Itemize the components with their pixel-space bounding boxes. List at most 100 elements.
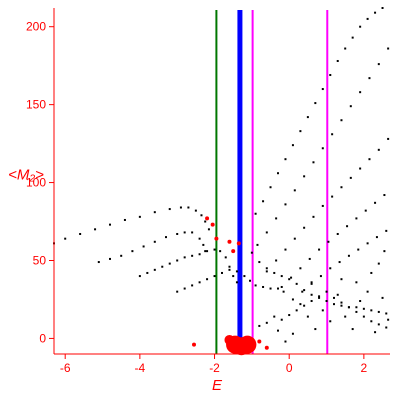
- data-point-s2-10: [213, 248, 216, 251]
- data-point-s8-13: [351, 36, 354, 39]
- data-point-s3-5: [213, 275, 216, 278]
- highlight-point-3: [224, 334, 235, 345]
- data-point-s5-5: [312, 215, 315, 218]
- x-tick-label-1: -4: [135, 361, 146, 375]
- data-point-s1-7: [176, 232, 179, 235]
- data-point-s5-11: [368, 158, 371, 161]
- data-point-s9-10: [325, 300, 328, 303]
- data-point-s5-1: [275, 259, 278, 262]
- data-point-s4-1: [265, 231, 268, 234]
- data-point-s9-1: [258, 261, 261, 264]
- data-point-s9-16: [370, 309, 373, 312]
- y-tick-label-3: 150: [26, 98, 46, 112]
- data-point-s9-7: [303, 289, 306, 292]
- data-point-s4-5: [303, 175, 306, 178]
- data-point-s11-24: [383, 250, 386, 253]
- data-point-s1-2: [120, 254, 123, 257]
- data-point-s11-21: [340, 278, 343, 281]
- highlight-point-9: [231, 249, 236, 254]
- data-point-s11-20: [370, 271, 373, 274]
- data-point-s10-7: [333, 296, 335, 299]
- data-point-s11-6: [299, 303, 302, 306]
- data-point-s5-7: [331, 195, 334, 198]
- data-point-s7-5: [338, 261, 341, 264]
- data-point-s4-14: [387, 47, 390, 50]
- data-point-s4-13: [377, 63, 380, 66]
- data-point-s11-19: [355, 281, 358, 284]
- data-point-s9-18: [385, 312, 388, 315]
- y-tick-label-4: 200: [26, 20, 46, 34]
- data-point-s7-6: [347, 254, 350, 257]
- data-point-s2-4: [168, 262, 171, 265]
- data-point-s0-10: [187, 206, 190, 209]
- data-point-s11-11: [336, 293, 339, 296]
- data-point-s2-9: [206, 250, 209, 253]
- data-point-s3-14: [277, 287, 279, 290]
- data-point-s1-12: [204, 250, 207, 253]
- data-point-s2-3: [161, 265, 164, 268]
- data-point-s9-2: [265, 267, 268, 270]
- data-point-s2-1: [146, 271, 149, 274]
- highlight-point-6: [210, 222, 215, 227]
- data-point-s2-2: [153, 268, 156, 271]
- data-point-s3-8: [235, 270, 238, 273]
- data-point-s10-10: [355, 310, 358, 313]
- data-point-s6-2: [299, 267, 302, 270]
- data-point-s11-10: [329, 320, 332, 323]
- data-point-s1-10: [198, 237, 201, 240]
- data-point-s0-12: [200, 214, 203, 217]
- data-point-s2-11: [219, 250, 222, 253]
- data-point-s3-10: [249, 279, 251, 282]
- data-point-s7-9: [375, 236, 378, 239]
- data-point-s2-8: [198, 253, 201, 256]
- data-point-s5-12: [377, 148, 380, 151]
- data-point-s3-11: [254, 284, 257, 287]
- data-point-s8-9: [321, 88, 324, 91]
- data-point-s2-13: [228, 265, 231, 268]
- data-point-s2-5: [176, 259, 179, 262]
- data-point-s0-4: [109, 223, 111, 226]
- x-tick-label-0: -6: [60, 361, 71, 375]
- data-point-s11-0: [258, 324, 261, 327]
- data-point-s9-6: [295, 282, 298, 285]
- data-point-s11-13: [351, 328, 354, 331]
- data-point-s5-2: [284, 248, 287, 251]
- data-point-s11-8: [314, 328, 317, 331]
- data-point-s0-6: [138, 215, 141, 218]
- data-point-s3-6: [221, 271, 223, 274]
- data-point-s8-6: [299, 130, 302, 133]
- data-point-s6-1: [290, 276, 293, 279]
- data-point-s9-3: [273, 271, 276, 274]
- data-point-s6-3: [308, 257, 311, 260]
- data-point-s11-7: [306, 315, 309, 318]
- highlight-point-12: [257, 339, 262, 344]
- data-point-s8-3: [277, 172, 279, 175]
- x-tick-label-2: -2: [209, 361, 220, 375]
- data-point-s1-9: [191, 231, 194, 234]
- data-point-s4-6: [312, 161, 315, 164]
- data-point-s11-23: [377, 262, 380, 265]
- data-point-s8-0: [254, 212, 257, 215]
- data-point-s0-8: [168, 208, 171, 211]
- data-point-s0-1: [64, 237, 67, 240]
- data-point-s11-14: [359, 300, 362, 303]
- highlight-point-8: [227, 239, 232, 244]
- data-point-s8-7: [306, 116, 309, 119]
- data-point-s3-3: [198, 281, 201, 284]
- data-point-s8-2: [269, 186, 272, 189]
- data-point-s9-14: [355, 306, 358, 309]
- data-point-s6-7: [346, 225, 349, 228]
- data-point-s1-5: [153, 240, 156, 243]
- data-point-s10-3: [303, 304, 306, 307]
- highlight-point-7: [214, 236, 219, 241]
- data-point-s4-7: [321, 147, 324, 150]
- data-point-s1-11: [202, 243, 205, 246]
- data-point-s8-1: [262, 200, 265, 203]
- data-point-s4-3: [284, 203, 287, 206]
- highlight-points: [192, 216, 269, 356]
- data-point-s0-11: [194, 209, 197, 212]
- y-tick-label-0: 0: [39, 331, 46, 345]
- data-point-s3-7: [228, 268, 231, 271]
- data-point-s6-6: [336, 232, 339, 235]
- data-point-s11-17: [381, 296, 384, 299]
